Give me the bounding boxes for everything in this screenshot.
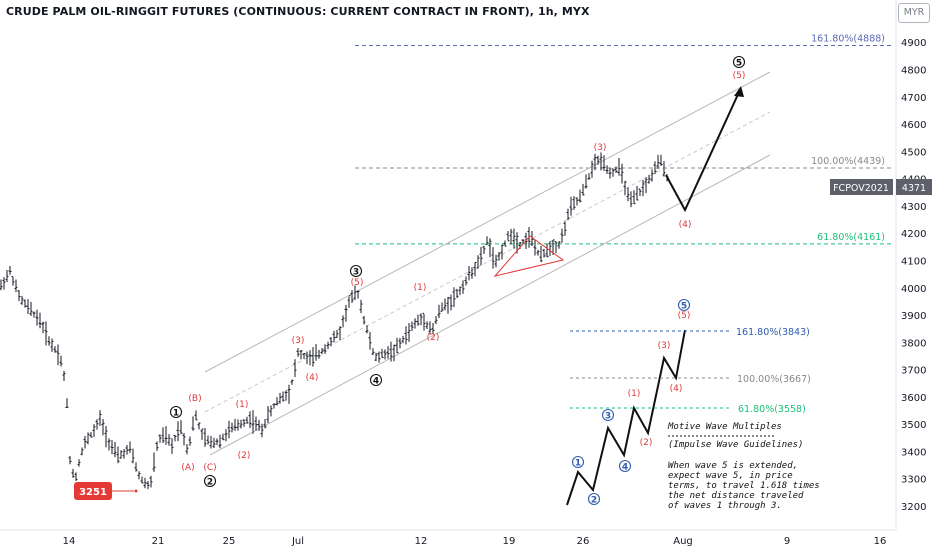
y-tick-label: 4100 xyxy=(901,256,926,267)
channel-mid-line xyxy=(204,111,771,413)
x-tick-label: 25 xyxy=(223,536,236,547)
inset-wave-3: 3 xyxy=(605,412,611,422)
y-tick-label: 4200 xyxy=(901,229,926,240)
x-tick-label: 12 xyxy=(415,536,428,547)
triangle-pattern xyxy=(493,235,565,277)
y-tick-label: 3900 xyxy=(901,311,926,322)
fib-level-label: 161.80%(4888) xyxy=(811,34,885,45)
wave-label-red: (5) xyxy=(733,71,746,81)
wave-label-2: 2 xyxy=(207,478,213,488)
wave-label-red: (5) xyxy=(351,278,364,288)
wave-label-2-circle xyxy=(203,474,217,488)
chart-title: CRUDE PALM OIL-RINGGIT FUTURES (CONTINUO… xyxy=(6,5,590,18)
wave-label-3-circle xyxy=(349,264,363,278)
wave-label-red: (2) xyxy=(238,451,251,461)
x-tick-label: 9 xyxy=(784,536,790,547)
x-tick-label: 26 xyxy=(577,536,590,547)
note-line: the net distance traveled xyxy=(668,491,804,501)
y-tick-label: 3600 xyxy=(901,393,926,404)
inset-fib-label: 61.80%(3558) xyxy=(738,404,806,415)
y-tick-label: 3400 xyxy=(901,447,926,458)
note-line: expect wave 5, in price xyxy=(668,471,793,481)
wave-label-red: (1) xyxy=(414,283,427,293)
wave-label-red: (4) xyxy=(306,373,319,383)
note-line: of waves 1 through 3. xyxy=(668,501,782,511)
y-tick-label: 3200 xyxy=(901,502,926,513)
inset-wave-red: (1) xyxy=(628,389,641,399)
inset-wave-red: (2) xyxy=(640,438,653,448)
x-tick-label: Jul xyxy=(291,536,304,547)
inset-wave-4-circle xyxy=(618,459,632,473)
symbol-tag-label: FCPOV2021 xyxy=(833,183,889,194)
x-tick-label: 16 xyxy=(874,536,887,547)
inset-wave-5: 5 xyxy=(681,302,687,312)
inset-wave-3-circle xyxy=(601,408,615,422)
y-tick-label: 4700 xyxy=(901,93,926,104)
y-tick-label: 4500 xyxy=(901,147,926,158)
y-tick-label: 4000 xyxy=(901,284,926,295)
wave-label-red: (4) xyxy=(679,220,692,230)
wave-label-5-circle xyxy=(732,55,746,69)
inset-wave-red: (5) xyxy=(678,311,691,321)
wave-label-1: 1 xyxy=(173,409,179,419)
inset-wave-2: 2 xyxy=(591,496,597,506)
low-price-value: 3251 xyxy=(79,487,107,498)
y-tick-label: 4300 xyxy=(901,202,926,213)
symbol-tag xyxy=(830,179,893,195)
channel-upper-line xyxy=(204,71,771,373)
wave-label-3: 3 xyxy=(353,268,359,278)
inset-wave-1-circle xyxy=(571,455,585,469)
low-price-tag xyxy=(74,482,112,500)
inset-fib-label: 161.80%(3843) xyxy=(736,327,810,338)
x-tick-label: 19 xyxy=(503,536,516,547)
projection-path xyxy=(665,89,741,213)
y-tick-label: 3800 xyxy=(901,338,926,349)
inset-wave-2-circle xyxy=(587,492,601,506)
wave-label-red: (3) xyxy=(594,143,607,153)
inset-fib-label: 100.00%(3667) xyxy=(737,374,811,385)
y-tick-label: 3500 xyxy=(901,420,926,431)
wave-label-red: (2) xyxy=(427,333,440,343)
x-tick-label: Aug xyxy=(673,536,693,547)
y-tick-label: 4600 xyxy=(901,120,926,131)
wave-label-1-circle xyxy=(169,405,183,419)
currency-button[interactable]: MYR xyxy=(898,3,930,23)
inset-impulse-path xyxy=(566,329,686,506)
wave-label-red: (3) xyxy=(292,336,305,346)
inset-wave-red: (3) xyxy=(658,341,671,351)
x-tick-label: 14 xyxy=(63,536,76,547)
inset-wave-1: 1 xyxy=(575,459,581,469)
wave-label-red: (1) xyxy=(236,400,249,410)
price-tag-value: 4371 xyxy=(902,183,926,194)
inset-wave-red: (4) xyxy=(670,384,683,394)
wave-label-red: (C) xyxy=(203,463,216,473)
x-tick-label: 21 xyxy=(152,536,165,547)
y-tick-label: 4900 xyxy=(901,38,926,49)
note-title: Motive Wave Multiples xyxy=(667,422,782,432)
wave-label-5: 5 xyxy=(736,59,742,69)
wave-label-4-circle xyxy=(369,373,383,387)
channel-lower-line xyxy=(209,154,771,456)
wave-label-4: 4 xyxy=(373,377,379,387)
fib-level-label: 61.80%(4161) xyxy=(817,232,885,243)
note-subtitle: (Impulse Wave Guidelines) xyxy=(668,440,803,450)
wave-label-red: (A) xyxy=(181,463,194,473)
low-price-dot xyxy=(134,489,138,493)
projection-arrowhead xyxy=(734,86,744,97)
inset-wave-5-circle xyxy=(677,298,691,312)
price-tag xyxy=(896,179,932,195)
fib-level-label: 100.00%(4439) xyxy=(811,156,885,167)
note-line: When wave 5 is extended, xyxy=(668,461,798,471)
y-tick-label: 3300 xyxy=(901,475,926,486)
inset-wave-4: 4 xyxy=(622,463,628,473)
y-tick-label: 3700 xyxy=(901,366,926,377)
wave-label-red: (B) xyxy=(188,394,201,404)
note-line: terms, to travel 1.618 times xyxy=(668,481,820,491)
y-tick-label: 4800 xyxy=(901,66,926,77)
